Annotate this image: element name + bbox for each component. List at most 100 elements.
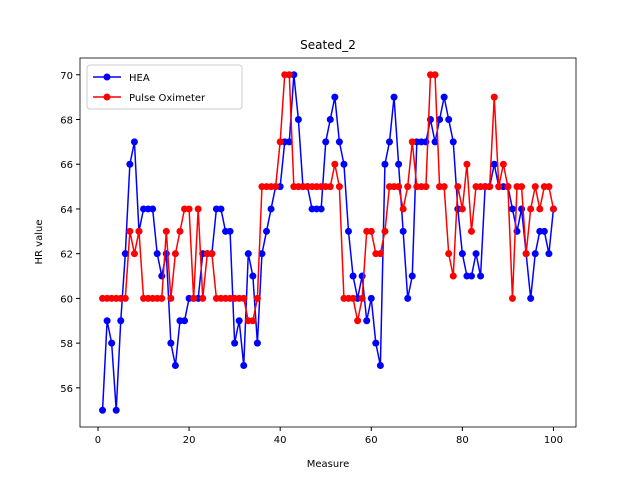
x-tick-label: 80 xyxy=(456,435,469,446)
point xyxy=(162,227,170,235)
point xyxy=(404,294,412,302)
point xyxy=(467,272,475,280)
point xyxy=(158,294,166,302)
y-tick-label: 62 xyxy=(60,250,73,261)
point xyxy=(467,227,475,235)
x-tick-label: 60 xyxy=(365,435,378,446)
point xyxy=(454,183,462,191)
y-tick-label: 58 xyxy=(60,339,73,350)
y-tick-label: 60 xyxy=(60,294,73,305)
point xyxy=(367,294,375,302)
point xyxy=(208,250,216,258)
point xyxy=(331,160,339,168)
y-tick-label: 68 xyxy=(60,116,73,127)
point xyxy=(244,250,252,258)
point xyxy=(349,294,357,302)
point xyxy=(381,160,389,168)
point xyxy=(149,205,157,213)
point xyxy=(126,160,134,168)
point xyxy=(167,339,175,347)
point xyxy=(103,317,111,325)
point xyxy=(240,294,248,302)
y-tick-label: 64 xyxy=(60,205,73,216)
point xyxy=(317,205,325,213)
point xyxy=(549,205,557,213)
point xyxy=(190,294,198,302)
point xyxy=(112,406,120,414)
point xyxy=(322,138,330,146)
y-tick-label: 70 xyxy=(60,71,73,82)
point xyxy=(436,116,444,123)
point xyxy=(495,183,503,191)
legend-box xyxy=(86,64,243,110)
point xyxy=(272,183,280,191)
point xyxy=(99,406,107,414)
point xyxy=(130,250,138,258)
legend: HEA Pulse Oximeter xyxy=(86,64,243,110)
point xyxy=(162,250,170,258)
point xyxy=(126,227,134,235)
point xyxy=(240,362,248,369)
point xyxy=(326,116,334,123)
point xyxy=(158,272,166,280)
point xyxy=(121,250,129,258)
x-tick-label: 0 xyxy=(95,435,101,446)
point xyxy=(458,205,466,213)
chart-title: Seated_2 xyxy=(300,38,356,52)
point xyxy=(490,160,498,168)
legend-marker xyxy=(103,93,111,101)
point xyxy=(276,138,284,146)
point xyxy=(253,294,261,302)
point xyxy=(171,250,179,258)
point xyxy=(354,317,362,325)
point xyxy=(458,250,466,258)
point xyxy=(235,317,243,325)
point xyxy=(340,160,348,168)
plot-frame xyxy=(79,57,577,428)
point xyxy=(344,227,352,235)
point xyxy=(258,250,266,258)
x-axis-label: Measure xyxy=(307,459,350,470)
point xyxy=(363,317,371,325)
point xyxy=(263,227,271,235)
y-tick-label: 56 xyxy=(60,384,73,395)
point xyxy=(217,205,225,213)
point xyxy=(536,205,544,213)
point xyxy=(440,183,448,191)
point xyxy=(508,294,516,302)
point xyxy=(449,138,457,146)
point xyxy=(404,183,412,191)
point xyxy=(477,272,485,280)
point xyxy=(185,205,193,213)
point xyxy=(231,339,239,347)
point xyxy=(385,138,393,146)
point xyxy=(285,71,293,79)
point xyxy=(422,183,430,191)
point xyxy=(399,205,407,213)
point xyxy=(372,339,380,347)
point xyxy=(176,227,184,235)
point xyxy=(486,183,494,191)
point xyxy=(249,317,257,325)
point xyxy=(335,183,343,191)
x-tick-label: 40 xyxy=(274,435,287,446)
point xyxy=(121,294,129,302)
point xyxy=(545,183,553,191)
point xyxy=(540,227,548,235)
point xyxy=(395,160,403,168)
point xyxy=(531,250,539,258)
point xyxy=(463,160,471,168)
point xyxy=(431,138,439,146)
point xyxy=(545,250,553,258)
point xyxy=(449,272,457,280)
point xyxy=(294,116,302,123)
point xyxy=(367,227,375,235)
point xyxy=(326,183,334,191)
point xyxy=(390,93,398,101)
point xyxy=(518,183,526,191)
point xyxy=(376,362,384,369)
point xyxy=(349,272,357,280)
point xyxy=(508,205,516,213)
point xyxy=(135,227,143,235)
